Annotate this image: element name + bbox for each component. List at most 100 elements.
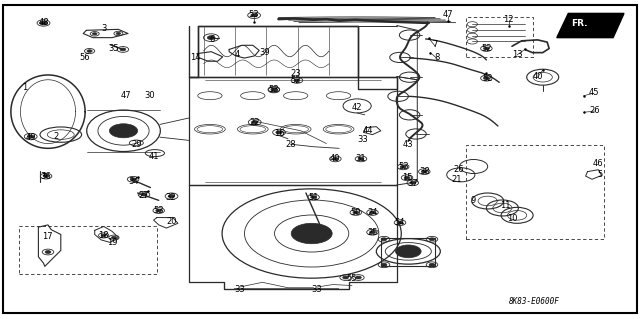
Text: 37: 37 (408, 179, 418, 188)
Circle shape (271, 89, 277, 91)
Text: 3: 3 (102, 24, 107, 33)
Text: 53: 53 (249, 10, 259, 19)
Circle shape (93, 33, 97, 35)
Circle shape (111, 236, 116, 239)
Circle shape (353, 211, 359, 214)
Circle shape (101, 234, 106, 237)
Text: 16: 16 (274, 129, 284, 137)
Circle shape (252, 121, 258, 124)
Circle shape (207, 36, 215, 40)
Text: 9: 9 (471, 197, 476, 205)
Text: 10: 10 (507, 214, 517, 223)
Circle shape (131, 178, 136, 181)
Text: 4: 4 (234, 50, 239, 59)
Circle shape (43, 175, 49, 177)
Text: 13: 13 (512, 50, 522, 59)
Text: 46: 46 (593, 159, 604, 168)
Text: 26: 26 (590, 106, 600, 115)
Text: 35: 35 (109, 44, 119, 53)
Text: 38: 38 (419, 167, 429, 176)
Text: 14: 14 (191, 53, 201, 62)
Text: 47: 47 (120, 91, 131, 100)
Text: 50: 50 (351, 208, 361, 217)
Circle shape (397, 221, 403, 224)
Circle shape (42, 22, 45, 24)
Text: 42: 42 (352, 103, 362, 112)
Circle shape (370, 211, 375, 214)
Text: 30: 30 (144, 91, 154, 100)
Circle shape (294, 79, 300, 82)
Text: 52: 52 (291, 76, 301, 85)
Circle shape (156, 209, 161, 212)
Text: 43: 43 (403, 140, 413, 149)
Text: 8K83-E0600F: 8K83-E0600F (509, 297, 560, 306)
Text: 32: 32 (166, 193, 176, 202)
Circle shape (251, 14, 257, 17)
Text: 20: 20 (166, 217, 177, 226)
Text: 33: 33 (312, 285, 322, 293)
Text: 53: 53 (398, 162, 408, 171)
Text: 6: 6 (210, 35, 215, 44)
Text: 40: 40 (532, 72, 543, 81)
Text: 54: 54 (395, 218, 405, 227)
Circle shape (422, 170, 428, 173)
Text: 36: 36 (41, 172, 51, 181)
Text: 8: 8 (435, 53, 440, 62)
Circle shape (404, 176, 410, 179)
Circle shape (141, 193, 147, 196)
Circle shape (120, 48, 125, 51)
Text: 53: 53 (154, 206, 164, 215)
Text: 21: 21 (451, 175, 461, 184)
Circle shape (484, 77, 489, 80)
Text: 48: 48 (38, 19, 49, 27)
Text: 47: 47 (443, 10, 453, 19)
Text: 27: 27 (139, 191, 149, 200)
Circle shape (109, 124, 138, 138)
Text: 24: 24 (367, 208, 378, 217)
Text: 56: 56 (80, 53, 90, 62)
Text: 22: 22 (250, 118, 260, 127)
Circle shape (356, 276, 362, 279)
Circle shape (28, 135, 34, 138)
Circle shape (168, 195, 175, 198)
Circle shape (311, 196, 317, 198)
Text: 12: 12 (504, 15, 514, 24)
Text: 26: 26 (453, 165, 463, 174)
Text: 11: 11 (500, 201, 511, 210)
Text: 19: 19 (108, 238, 118, 247)
Text: 25: 25 (367, 228, 378, 237)
Circle shape (87, 50, 92, 52)
Text: 15: 15 (402, 173, 412, 182)
Text: 53: 53 (269, 85, 279, 94)
Text: 34: 34 (128, 177, 138, 186)
Text: 33: 33 (234, 285, 244, 293)
Text: 23: 23 (291, 69, 301, 78)
Text: 49: 49 (26, 133, 36, 142)
Text: 51: 51 (308, 193, 319, 202)
Text: 41: 41 (148, 152, 159, 161)
Text: 52: 52 (481, 44, 492, 53)
Circle shape (410, 181, 416, 184)
Circle shape (358, 158, 364, 160)
Text: 31: 31 (356, 154, 366, 163)
Circle shape (45, 251, 51, 253)
Text: 44: 44 (363, 126, 373, 135)
Circle shape (429, 238, 435, 241)
Text: 33: 33 (358, 135, 368, 144)
Text: 45: 45 (589, 88, 599, 97)
Text: 7: 7 (433, 40, 438, 49)
Circle shape (396, 245, 421, 258)
Circle shape (291, 223, 332, 244)
Circle shape (429, 263, 435, 266)
Text: 18: 18 (99, 231, 109, 240)
Circle shape (40, 21, 47, 25)
Circle shape (381, 263, 387, 266)
Text: 28: 28 (285, 140, 296, 149)
Text: 5: 5 (597, 170, 602, 179)
Circle shape (333, 158, 339, 160)
Text: 39: 39 (259, 48, 269, 57)
Circle shape (401, 166, 406, 168)
Circle shape (276, 131, 282, 134)
Text: 52: 52 (483, 74, 493, 83)
Text: 2: 2 (54, 132, 59, 141)
